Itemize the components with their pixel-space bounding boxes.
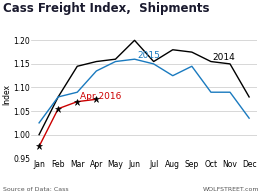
Text: Apr 2016: Apr 2016 (80, 92, 121, 101)
Text: WOLFSTREET.com: WOLFSTREET.com (203, 187, 259, 192)
Text: 2014: 2014 (213, 53, 236, 62)
Text: 2015: 2015 (137, 51, 160, 60)
Y-axis label: Index: Index (3, 84, 12, 105)
Text: Source of Data: Cass: Source of Data: Cass (3, 187, 68, 192)
Text: Cass Freight Index,  Shipments: Cass Freight Index, Shipments (3, 2, 209, 15)
